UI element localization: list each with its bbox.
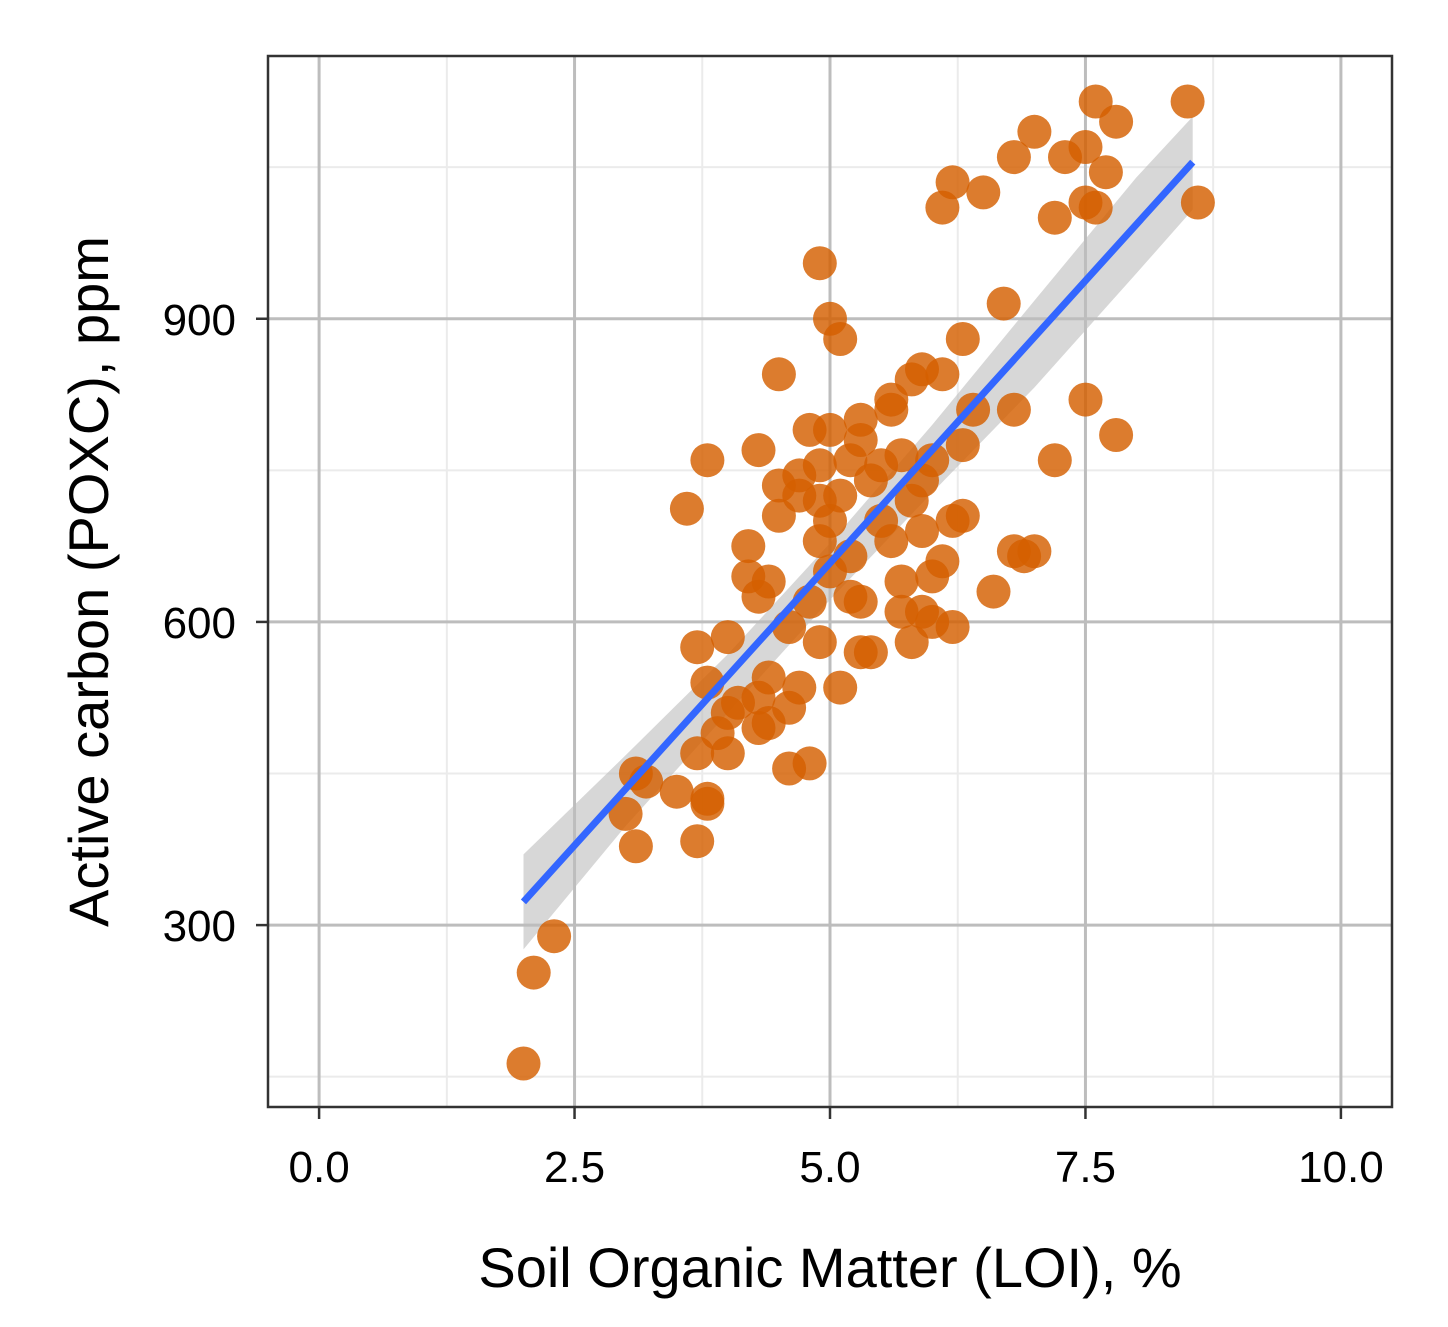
data-point xyxy=(1037,443,1072,478)
data-point xyxy=(1017,114,1052,149)
data-point xyxy=(1068,382,1103,417)
data-point xyxy=(976,574,1011,609)
data-point xyxy=(823,322,858,356)
data-point xyxy=(884,564,919,599)
data-point xyxy=(996,140,1031,175)
data-point xyxy=(813,412,847,447)
data-point xyxy=(659,774,694,809)
data-point xyxy=(905,514,939,548)
y-axis-title: Active carbon (POXC), ppm xyxy=(57,236,120,927)
data-point xyxy=(782,670,817,705)
data-point xyxy=(751,564,786,599)
data-point xyxy=(731,529,766,564)
data-point xyxy=(986,286,1021,321)
data-point xyxy=(935,610,970,644)
x-tick-label: 0.0 xyxy=(289,1143,350,1192)
data-point xyxy=(761,357,796,392)
data-point xyxy=(945,428,980,463)
data-point xyxy=(802,448,837,483)
data-point xyxy=(608,796,643,831)
data-point xyxy=(1037,200,1072,235)
axis-ticks xyxy=(256,317,1343,1119)
data-point xyxy=(945,322,980,356)
data-point xyxy=(690,781,725,816)
data-point xyxy=(741,433,776,468)
y-tick-label: 900 xyxy=(163,296,236,345)
data-point xyxy=(935,165,970,200)
data-point xyxy=(506,1046,541,1081)
x-tick-label: 7.5 xyxy=(1055,1143,1116,1192)
data-point xyxy=(751,660,786,695)
data-point xyxy=(537,919,572,954)
data-point xyxy=(669,491,704,526)
data-point xyxy=(925,544,960,579)
regression-line xyxy=(520,159,1196,905)
data-point xyxy=(1068,130,1103,164)
y-axis-tick-labels: 300 600 900 xyxy=(163,296,236,951)
data-point xyxy=(680,630,715,665)
data-point xyxy=(516,955,551,990)
data-point xyxy=(966,175,1001,210)
data-point xyxy=(618,829,653,864)
y-tick-label: 600 xyxy=(163,599,236,648)
data-point xyxy=(874,524,909,559)
data-point xyxy=(915,443,950,478)
data-point xyxy=(925,357,960,392)
data-point xyxy=(710,620,745,655)
panel-border xyxy=(266,54,1394,1109)
data-point xyxy=(1099,418,1134,452)
data-point xyxy=(1088,155,1123,190)
data-point xyxy=(1099,104,1134,139)
data-point xyxy=(996,392,1031,427)
x-axis-title: Soil Organic Matter (LOI), % xyxy=(478,1236,1181,1299)
data-point xyxy=(680,824,715,859)
data-point xyxy=(823,670,858,705)
x-tick-label: 10.0 xyxy=(1298,1143,1384,1192)
data-point xyxy=(690,443,725,478)
data-point xyxy=(945,498,980,533)
data-point xyxy=(802,625,837,660)
data-point xyxy=(802,246,837,281)
data-point xyxy=(884,438,919,473)
y-tick-label: 300 xyxy=(163,902,236,951)
x-axis-tick-labels: 0.0 2.5 5.0 7.5 10.0 xyxy=(289,1143,1384,1192)
x-tick-label: 2.5 xyxy=(544,1143,605,1192)
data-point xyxy=(823,478,858,513)
data-point xyxy=(792,746,827,781)
data-point xyxy=(1170,84,1205,119)
fit-line-layer xyxy=(520,159,1196,905)
data-point xyxy=(843,423,878,457)
data-point xyxy=(1180,185,1215,220)
data-points-layer xyxy=(506,84,1215,1081)
data-point xyxy=(1017,534,1052,569)
data-point xyxy=(1078,190,1113,225)
data-point xyxy=(853,635,888,670)
data-point xyxy=(843,584,878,619)
x-tick-label: 5.0 xyxy=(799,1143,860,1192)
data-point xyxy=(710,736,745,771)
